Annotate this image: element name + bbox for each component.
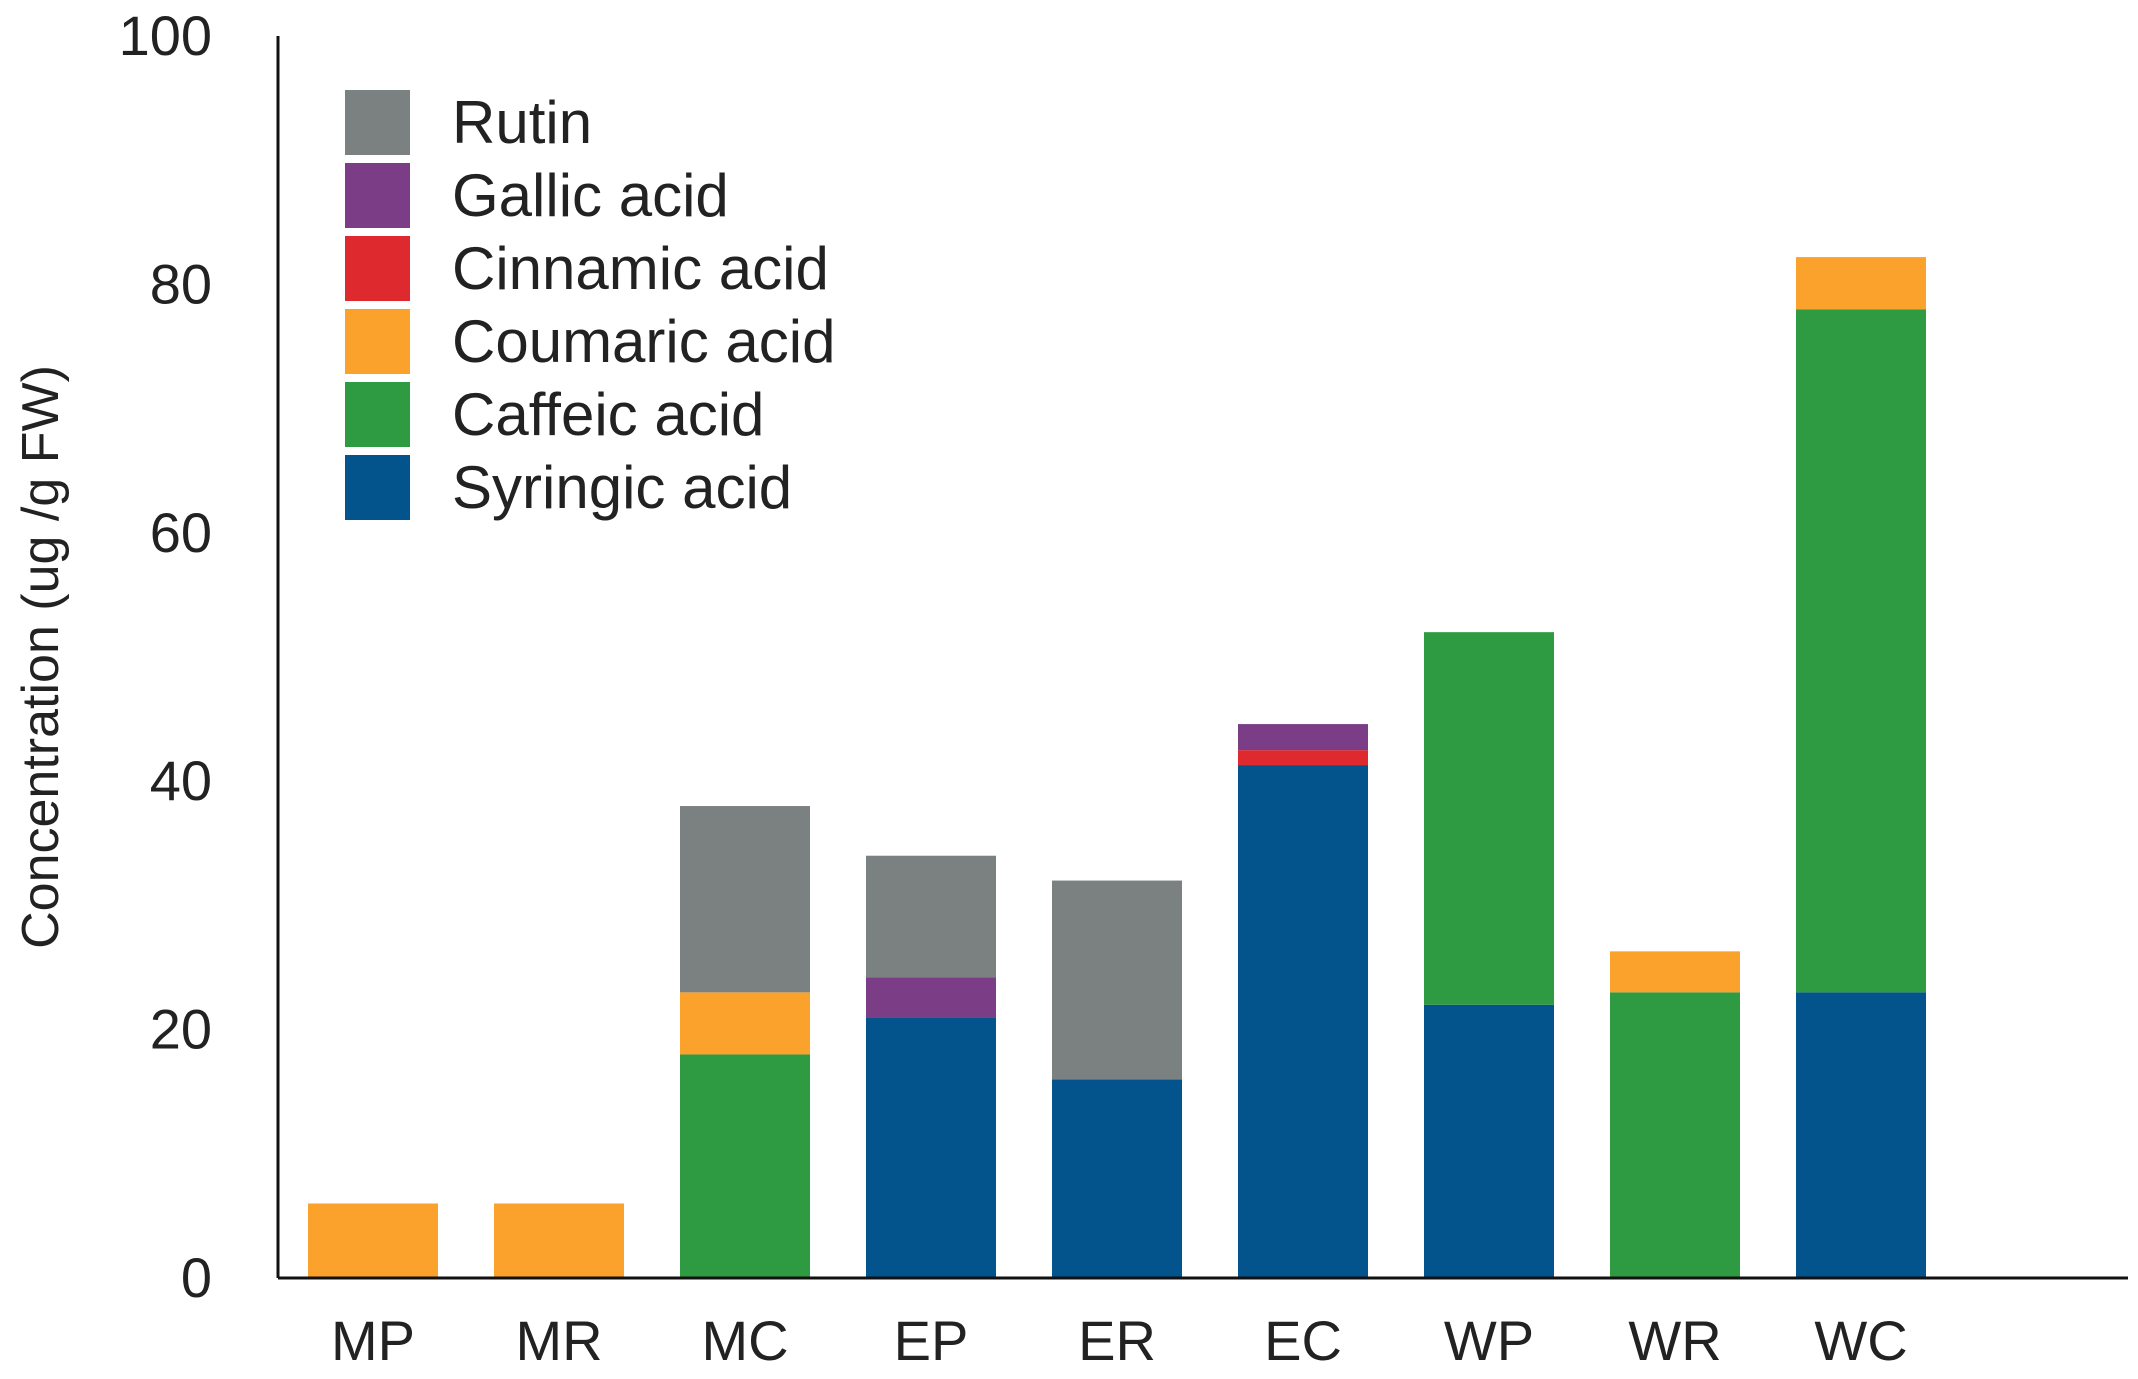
plot-area xyxy=(276,36,2128,1280)
legend-swatch-syringic-acid xyxy=(345,455,410,520)
bar-segment-ep-rutin xyxy=(866,855,996,978)
legend-label-rutin: Rutin xyxy=(452,89,592,156)
bar-segment-er-syringic-acid xyxy=(1052,1079,1182,1278)
bar-segment-wp-caffeic-acid xyxy=(1424,632,1554,1005)
bar-segment-ec-gallic-acid xyxy=(1238,724,1368,751)
bar-segment-wp-syringic-acid xyxy=(1424,1004,1554,1278)
bar-segment-ec-cinnamic-acid xyxy=(1238,750,1368,766)
bar-segment-ec-syringic-acid xyxy=(1238,765,1368,1278)
legend-swatch-coumaric-acid xyxy=(345,309,410,374)
legend-swatch-caffeic-acid xyxy=(345,382,410,447)
bar-segment-mc-caffeic-acid xyxy=(680,1054,810,1278)
bar-segment-wr-caffeic-acid xyxy=(1610,992,1740,1278)
y-tick-label: 0 xyxy=(181,1246,212,1309)
legend-label-gallic-acid: Gallic acid xyxy=(452,162,729,229)
y-tick-label: 100 xyxy=(119,4,212,67)
x-tick-label-er: ER xyxy=(1078,1309,1156,1372)
bar-segment-wr-coumaric-acid xyxy=(1610,951,1740,993)
bar-segment-wc-coumaric-acid xyxy=(1796,257,1926,310)
bar-segment-wc-syringic-acid xyxy=(1796,992,1926,1278)
x-tick-label-mr: MR xyxy=(515,1309,602,1372)
legend-label-cinnamic-acid: Cinnamic acid xyxy=(452,235,829,302)
legend-label-caffeic-acid: Caffeic acid xyxy=(452,381,764,448)
legend-swatch-rutin xyxy=(345,90,410,155)
bar-segment-er-rutin xyxy=(1052,880,1182,1080)
x-tick-label-ec: EC xyxy=(1264,1309,1342,1372)
y-tick-label: 60 xyxy=(150,501,212,564)
y-tick-label: 20 xyxy=(150,998,212,1061)
x-tick-label-wp: WP xyxy=(1444,1309,1534,1372)
bar-segment-mc-rutin xyxy=(680,806,810,993)
legend-swatch-gallic-acid xyxy=(345,163,410,228)
x-tick-labels: MP MR MC EP ER EC WP WR WC xyxy=(331,1309,1908,1372)
y-axis-title: Concentration (ug /g FW) xyxy=(12,365,70,949)
legend-label-syringic-acid: Syringic acid xyxy=(452,454,792,521)
bar-segment-wc-caffeic-acid xyxy=(1796,309,1926,993)
bar-segment-mr-coumaric-acid xyxy=(494,1203,624,1278)
legend-label-coumaric-acid: Coumaric acid xyxy=(452,308,835,375)
x-tick-label-mp: MP xyxy=(331,1309,415,1372)
x-tick-label-ep: EP xyxy=(894,1309,969,1372)
y-tick-labels: 0 20 40 60 80 100 xyxy=(119,4,212,1309)
y-tick-label: 40 xyxy=(150,749,212,812)
x-tick-label-wr: WR xyxy=(1628,1309,1721,1372)
x-tick-label-wc: WC xyxy=(1814,1309,1907,1372)
legend-swatch-cinnamic-acid xyxy=(345,236,410,301)
bar-segment-ep-gallic-acid xyxy=(866,977,996,1018)
bar-segment-ep-syringic-acid xyxy=(866,1017,996,1278)
x-tick-label-mc: MC xyxy=(701,1309,788,1372)
bar-segment-mp-coumaric-acid xyxy=(308,1203,438,1278)
bars-layer xyxy=(308,257,1926,1278)
y-tick-label: 80 xyxy=(150,252,212,315)
bar-segment-mc-coumaric-acid xyxy=(680,992,810,1055)
